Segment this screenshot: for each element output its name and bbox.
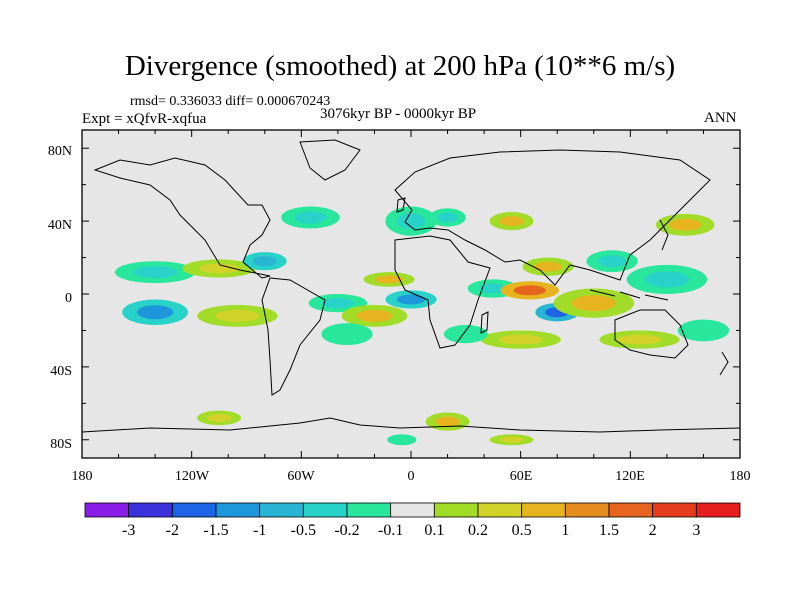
axis-ticks — [81, 130, 741, 458]
lon-label: 180 — [72, 469, 93, 484]
divergence-anomaly — [396, 213, 426, 230]
divergence-anomaly — [499, 436, 524, 443]
colorbar-box — [433, 502, 479, 518]
colorbar-box — [259, 502, 304, 518]
colorbar-label: 3 — [692, 522, 700, 539]
colorbar-label: -1.5 — [203, 522, 228, 539]
colorbar-label: 0.2 — [468, 522, 488, 539]
colorbar-label: 2 — [649, 522, 657, 539]
divergence-anomaly — [198, 263, 240, 274]
divergence-anomaly — [374, 275, 404, 284]
colorbar-label: -0.2 — [334, 522, 359, 539]
lon-label: 120E — [615, 469, 645, 484]
divergence-anomaly — [132, 266, 178, 279]
lon-label: 180 — [730, 469, 751, 484]
divergence-anomaly — [137, 305, 174, 320]
lat-label: 80S — [50, 437, 72, 452]
divergence-anomaly — [396, 294, 426, 305]
page-title: Divergence (smoothed) at 200 hPa (10**6 … — [124, 50, 676, 82]
divergence-anomaly — [393, 436, 410, 443]
colorbar-box — [390, 502, 435, 518]
divergence-anomaly — [252, 256, 277, 267]
divergence-anomaly — [437, 212, 458, 223]
colorbar — [84, 502, 741, 518]
colorbar-label: -0.1 — [378, 522, 403, 539]
stats-text: rmsd= 0.336033 diff= 0.000670243 — [130, 94, 331, 109]
divergence-anomaly — [453, 329, 478, 340]
divergence-anomaly — [597, 255, 627, 268]
colorbar-box — [128, 502, 173, 518]
colorbar-box — [346, 502, 392, 518]
lat-label: 0 — [65, 291, 72, 306]
experiment-label: Expt = xQfvR-xqfua — [82, 111, 207, 127]
colorbar-box — [215, 502, 261, 518]
colorbar-box — [302, 502, 348, 518]
lon-label: 60W — [287, 469, 315, 484]
divergence-anomaly — [356, 309, 393, 322]
coastlines — [82, 139, 740, 433]
colorbar-box — [521, 502, 566, 518]
colorbar-box — [608, 502, 654, 518]
colorbar-label: 1.5 — [599, 522, 619, 539]
divergence-anomaly — [294, 211, 327, 224]
lat-label: 40N — [48, 218, 72, 233]
lat-label: 80N — [48, 144, 72, 159]
period-label: 3076kyr BP - 0000kyr BP — [320, 106, 477, 122]
divergence-anomaly — [321, 298, 354, 309]
colorbar-box — [477, 502, 523, 518]
colorbar-box — [171, 502, 217, 518]
divergence-anomaly — [332, 328, 362, 341]
divergence-anomaly — [207, 413, 232, 422]
divergence-anomaly — [479, 283, 508, 294]
colorbar-label: -1 — [253, 522, 266, 539]
lon-label: 60E — [510, 469, 533, 484]
season-label: ANN — [704, 110, 737, 126]
divergence-anomaly — [435, 416, 460, 427]
colorbar-label: 0.1 — [424, 522, 444, 539]
colorbar-box — [652, 502, 697, 518]
colorbar-label: 1 — [561, 522, 569, 539]
colorbar-label: -2 — [166, 522, 179, 539]
colorbar-label: 0.5 — [512, 522, 532, 539]
divergence-anomaly — [617, 334, 662, 345]
colorbar-labels: -3 -2 -1.5 -1 -0.5 -0.2 -0.1 0.1 0.2 0.5 1 1.5 2 3 — [122, 522, 700, 539]
colorbar-box — [84, 502, 130, 518]
divergence-anomaly — [571, 295, 616, 312]
divergence-anomaly — [669, 218, 702, 231]
colorbar-label: -3 — [122, 522, 135, 539]
divergence-anomaly — [534, 261, 563, 272]
divergence-anomaly — [644, 271, 690, 288]
lon-label: 0 — [408, 469, 415, 484]
colorbar-box — [695, 502, 741, 518]
colorbar-label: -0.5 — [291, 522, 316, 539]
divergence-anomaly — [689, 324, 718, 337]
lat-label: 40S — [50, 364, 72, 379]
divergence-anomaly — [498, 334, 543, 345]
colorbar-box — [564, 502, 610, 518]
lon-label: 120W — [175, 469, 210, 484]
divergence-anomaly — [215, 309, 260, 322]
divergence-anomaly — [499, 216, 524, 227]
divergence-anomaly — [513, 285, 546, 296]
